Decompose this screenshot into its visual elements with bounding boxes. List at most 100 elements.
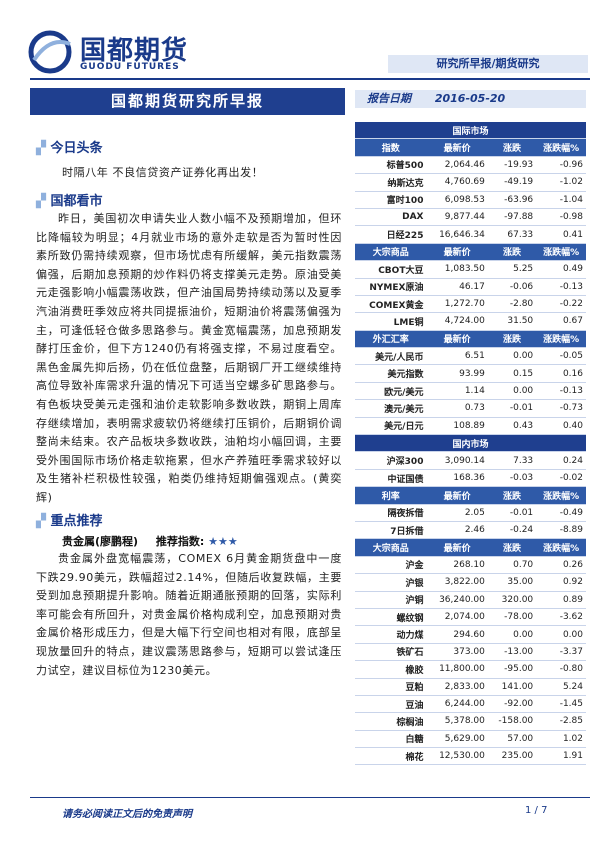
section-row: 国内市场 [355, 434, 586, 453]
data-row: 橡胶 11,800.00 -95.00 -0.80 [355, 660, 586, 679]
header-cell: 涨跌 [487, 138, 537, 157]
header-row: 指数 最新价 涨跌 涨跌幅% [355, 138, 586, 157]
cell: 欧元/美元 [355, 382, 427, 401]
cell: 0.15 [487, 364, 537, 383]
date-box: 报告日期 2016-05-20 [355, 90, 586, 108]
cell: 46.17 [426, 278, 488, 296]
cell: -3.37 [536, 643, 586, 662]
cell: 35.00 [487, 573, 537, 592]
cell: -0.13 [536, 278, 586, 296]
cell: CBOT大豆 [355, 260, 427, 279]
cell: 2.05 [426, 504, 488, 522]
cell: LME铜 [355, 312, 427, 331]
cell: 0.92 [536, 573, 586, 592]
cell: 澳元/美元 [355, 399, 427, 418]
cell: -0.02 [536, 469, 586, 488]
header-row: 大宗商品 最新价 涨跌 涨跌幅% [355, 538, 586, 557]
cell: 235.00 [487, 747, 537, 766]
cell: 富时100 [355, 191, 427, 209]
cell: -0.05 [536, 347, 586, 366]
cell: 3,822.00 [426, 573, 488, 592]
cell: 5,378.00 [426, 712, 488, 731]
cell: 2.46 [426, 521, 488, 540]
date-label: 报告日期 [367, 92, 411, 105]
cell: 0.16 [536, 364, 586, 383]
cell: 12,530.00 [426, 747, 488, 766]
header-cell: 最新价 [426, 538, 488, 557]
cell: -2.85 [536, 712, 586, 731]
data-row: 欧元/美元 1.14 0.00 -0.13 [355, 382, 586, 401]
cell: 57.00 [487, 730, 537, 749]
cell: -19.93 [487, 156, 537, 175]
cell: 1,272.70 [426, 295, 488, 314]
recommend-text: 贵金属外盘宽幅震荡，COMEX 6月黄金期货盘中一度下跌29.90美元，跌幅超过… [36, 552, 342, 677]
cell: -49.19 [487, 173, 537, 192]
cell: 0.00 [487, 347, 537, 366]
cell: COMEX黄金 [355, 295, 427, 314]
heading-text: 今日头条 [50, 141, 103, 156]
cell: 0.00 [487, 382, 537, 401]
cell: -0.01 [487, 504, 537, 522]
cell: 豆粕 [355, 678, 427, 696]
header-cell: 最新价 [426, 138, 488, 157]
header-cell: 指数 [355, 138, 427, 157]
data-row: NYMEX原油 46.17 -0.06 -0.13 [355, 278, 586, 296]
header-row: 大宗商品 最新价 涨跌 涨跌幅% [355, 243, 586, 262]
cell: 141.00 [487, 678, 537, 696]
cell: -92.00 [487, 695, 537, 714]
data-row: 铁矿石 373.00 -13.00 -3.37 [355, 643, 586, 662]
cell: 168.36 [426, 469, 488, 488]
cell: 豆油 [355, 695, 427, 714]
cell: 373.00 [426, 643, 488, 662]
cell: 0.00 [536, 625, 586, 644]
cell: 1.91 [536, 747, 586, 766]
header-row: 利率 最新价 涨跌 涨跌幅% [355, 486, 586, 505]
cell: 6,098.53 [426, 191, 488, 209]
data-row: CBOT大豆 1,083.50 5.25 0.49 [355, 260, 586, 279]
section-title: 国内市场 [355, 434, 586, 453]
date: 2016-05-20 [434, 92, 506, 105]
cell: 31.50 [487, 312, 537, 331]
data-row: 沪铜 36,240.00 320.00 0.89 [355, 591, 586, 609]
disclaimer: 请务必阅读正文后的免责声明 [62, 809, 192, 820]
cell: 橡胶 [355, 660, 427, 679]
cell: 动力煤 [355, 625, 427, 644]
data-row: COMEX黄金 1,272.70 -2.80 -0.22 [355, 295, 586, 314]
cell: 棉花 [355, 747, 427, 766]
cell: 0.89 [536, 591, 586, 609]
data-row: 美元/日元 108.89 0.43 0.40 [355, 417, 586, 436]
recommend-line: 贵金属(廖鹏程) 推荐指数: ★★★ [62, 533, 238, 549]
cell: 日经225 [355, 225, 427, 244]
header-cell: 涨跌 [487, 330, 537, 349]
cell: 0.73 [426, 399, 488, 418]
cell: 棕榈油 [355, 712, 427, 731]
data-row: 标普500 2,064.46 -19.93 -0.96 [355, 156, 586, 175]
cell: 0.43 [487, 417, 537, 436]
heading-text: 重点推荐 [50, 514, 103, 529]
data-row: 澳元/美元 0.73 -0.01 -0.73 [355, 399, 586, 418]
header-cell: 涨跌幅% [536, 538, 586, 557]
data-row: 中证国债 168.36 -0.03 -0.02 [355, 469, 586, 488]
data-row: DAX 9,877.44 -97.88 -0.98 [355, 208, 586, 227]
cell: 美元/人民币 [355, 347, 427, 366]
cell: -0.96 [536, 156, 586, 175]
cell: 白糖 [355, 730, 427, 749]
cell: 0.49 [536, 260, 586, 279]
header-cell: 涨跌 [487, 486, 537, 505]
cell: 美元/日元 [355, 417, 427, 436]
header-cell: 涨跌幅% [536, 243, 586, 262]
header-rule [30, 78, 590, 80]
cell: 4,724.00 [426, 312, 488, 331]
heading-text: 国都看市 [50, 194, 103, 209]
stars: ★★★ [208, 535, 238, 548]
cell: 93.99 [426, 364, 488, 383]
cell: 9,877.44 [426, 208, 488, 227]
cell: -0.22 [536, 295, 586, 314]
cell: 2,833.00 [426, 678, 488, 696]
cell: 隔夜拆借 [355, 504, 427, 522]
cell: 1.14 [426, 382, 488, 401]
cell: 0.24 [536, 451, 586, 470]
market-table-wrap: 国际市场 指数 最新价 涨跌 涨跌幅% 标普500 2,064.46 -19.93 -0.96 纳… [355, 122, 586, 766]
cell: 1.02 [536, 730, 586, 749]
